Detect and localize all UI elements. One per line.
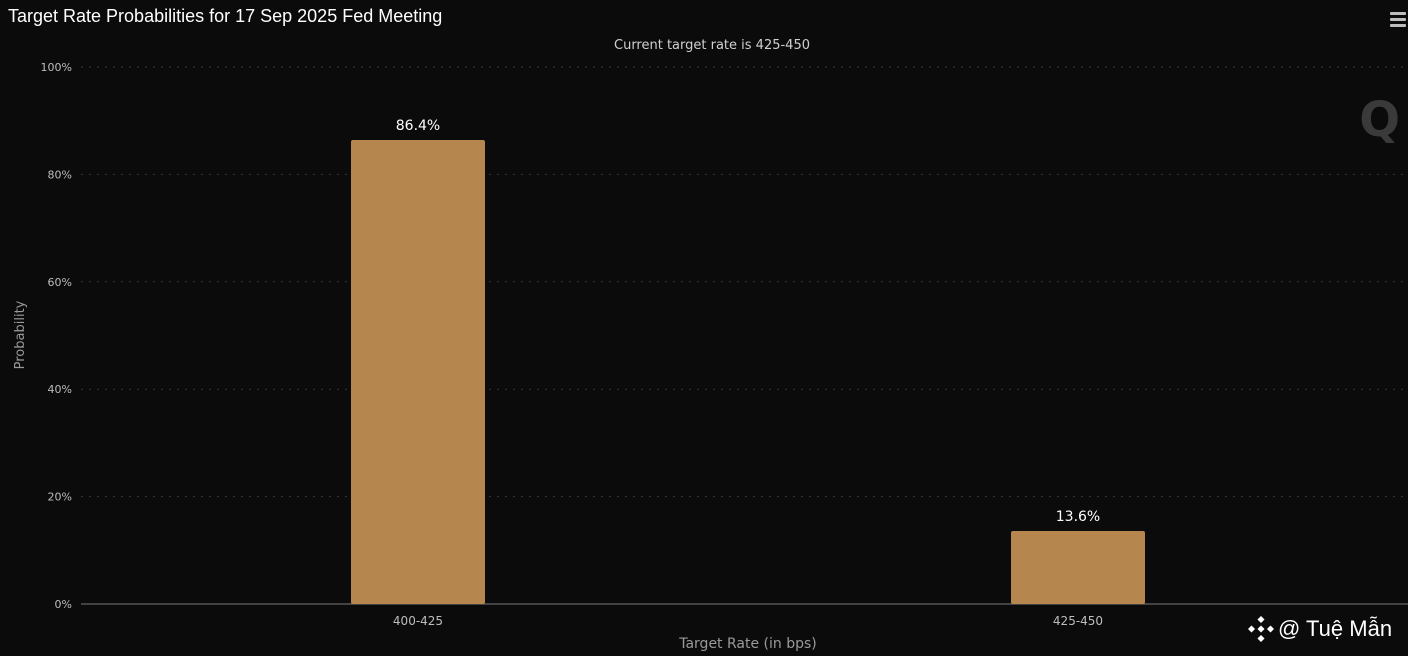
- x-axis-ticks: 400-425 425-450: [393, 614, 1103, 628]
- hamburger-menu-icon[interactable]: [1390, 12, 1406, 28]
- y-tick-label: 20%: [48, 491, 72, 504]
- y-tick-label: 60%: [48, 276, 72, 289]
- y-tick-label: 0%: [55, 598, 72, 611]
- data-labels: 86.4% 13.6%: [396, 118, 1100, 525]
- bar-425-450[interactable]: [1011, 530, 1145, 604]
- logo-q-watermark: Q: [1359, 92, 1400, 148]
- author-watermark: @ Tuệ Mẫn: [1248, 616, 1392, 642]
- x-tick-label: 400-425: [393, 614, 443, 628]
- data-label: 86.4%: [396, 118, 440, 134]
- data-label: 13.6%: [1056, 509, 1100, 525]
- y-tick-label: 100%: [41, 61, 72, 74]
- y-tick-label: 40%: [48, 383, 72, 396]
- x-axis-title: Target Rate (in bps): [678, 636, 817, 652]
- grid-lines: [81, 66, 1408, 498]
- bars: [351, 140, 1145, 605]
- chart-title: Target Rate Probabilities for 17 Sep 202…: [8, 6, 443, 26]
- binance-icon: [1248, 616, 1274, 642]
- y-axis-ticks: 0% 20% 40% 60% 80% 100%: [41, 61, 72, 611]
- y-axis-title: Probability: [13, 300, 28, 369]
- author-handle: @ Tuệ Mẫn: [1278, 616, 1393, 641]
- bar-400-425[interactable]: [351, 140, 485, 605]
- chart-subtitle: Current target rate is 425-450: [614, 38, 810, 53]
- y-tick-label: 80%: [48, 168, 72, 181]
- x-tick-label: 425-450: [1053, 614, 1103, 628]
